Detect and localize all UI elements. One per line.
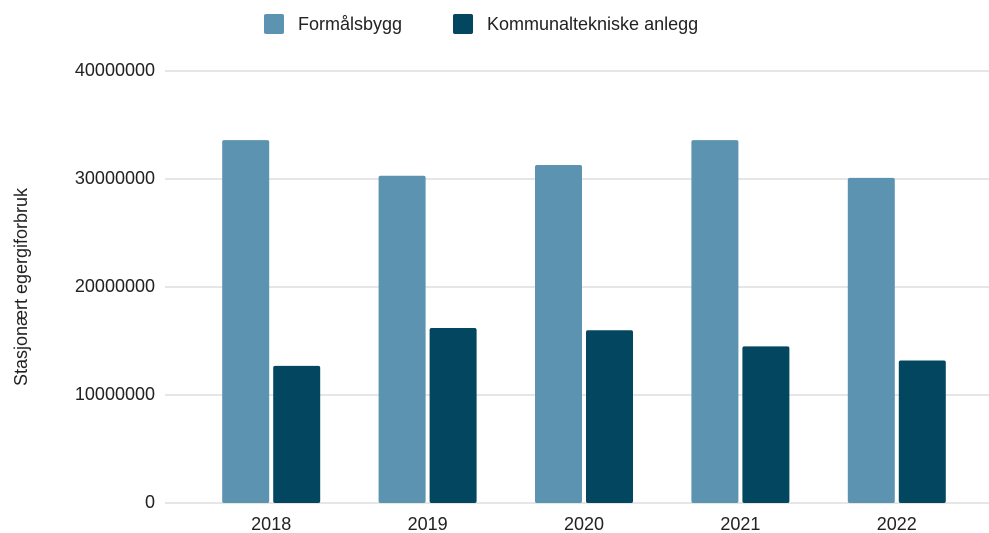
x-tick-label: 2018	[251, 514, 291, 533]
legend-swatch	[453, 14, 473, 34]
bar	[898, 360, 946, 503]
y-tick-label: 20000000	[75, 276, 155, 296]
bar	[273, 365, 321, 503]
x-tick-label: 2020	[564, 514, 604, 533]
y-tick-label: 30000000	[75, 168, 155, 188]
x-tick-label: 2022	[877, 514, 917, 533]
y-tick-label: 0	[145, 492, 155, 512]
bar	[222, 140, 270, 503]
bar	[378, 175, 426, 503]
bar	[586, 330, 633, 503]
bar	[742, 346, 790, 503]
x-tick-label: 2019	[408, 514, 448, 533]
y-axis-title: Stasjonært egergiforbruk	[11, 187, 31, 386]
bar	[691, 140, 739, 503]
legend-label: Formålsbygg	[298, 14, 402, 34]
bar	[429, 328, 477, 503]
legend-label: Kommunaltekniske anlegg	[487, 14, 698, 34]
legend-swatch	[264, 14, 284, 34]
x-tick-label: 2021	[720, 514, 760, 533]
bar	[535, 164, 582, 503]
y-tick-label: 40000000	[75, 60, 155, 80]
bar	[847, 177, 895, 504]
y-tick-label: 10000000	[75, 384, 155, 404]
